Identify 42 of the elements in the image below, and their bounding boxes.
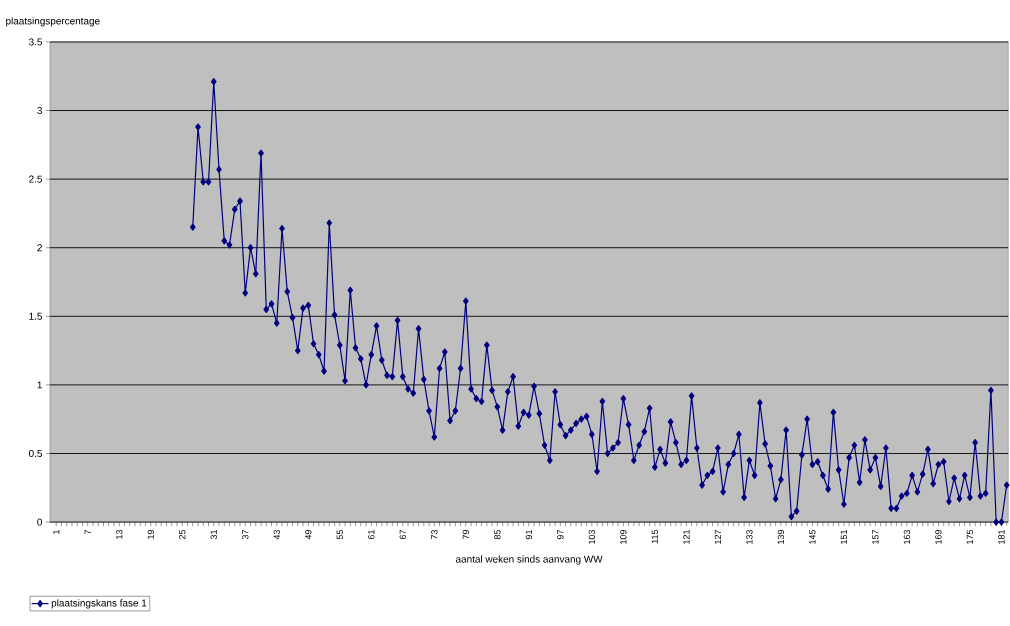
y-tick-label: 0.5	[28, 450, 42, 458]
y-tick-label: 3.5	[28, 38, 42, 46]
x-tick-label: 7	[84, 530, 91, 535]
x-tick-label: 19	[147, 530, 154, 539]
x-tick-label: 169	[935, 530, 942, 544]
x-tick-label: 121	[683, 530, 690, 544]
x-tick-label: 67	[399, 530, 406, 540]
x-tick-label: 61	[368, 530, 375, 540]
x-tick-label: 79	[462, 530, 469, 540]
x-tick-label: 91	[525, 530, 533, 540]
legend-label: plaatsingskans fase 1	[51, 599, 147, 609]
x-tick-label: 139	[777, 530, 785, 544]
y-tick-label: 3	[37, 107, 42, 115]
y-tick-label: 1	[37, 381, 42, 389]
x-tick-label: 181	[998, 530, 1005, 544]
x-tick-label: 97	[557, 530, 564, 540]
x-tick-label: 157	[872, 530, 879, 544]
x-tick-label: 85	[494, 530, 501, 540]
x-tick-label: 13	[116, 530, 123, 539]
x-tick-label: 145	[809, 530, 816, 544]
x-tick-label: 151	[840, 530, 848, 544]
x-tick-label: 25	[179, 530, 186, 540]
x-tick-label: 1	[53, 530, 60, 534]
x-tick-label: 31	[210, 530, 217, 540]
y-axis-title: plaatsingspercentage	[6, 17, 100, 27]
y-tick-label: 0	[37, 518, 43, 526]
x-tick-label: 55	[336, 530, 343, 540]
y-tick-label: 2	[37, 244, 42, 252]
x-tick-label: 133	[746, 530, 753, 544]
x-axis-title: aantal weken sinds aanvang WW	[455, 555, 603, 565]
x-tick-label: 43	[273, 530, 280, 540]
y-tick-label: 1.5	[29, 312, 42, 320]
x-tick-label: 37	[242, 530, 249, 540]
x-tick-label: 163	[903, 530, 911, 544]
x-tick-label: 103	[588, 530, 596, 544]
x-tick-label: 49	[305, 530, 312, 540]
x-tick-label: 73	[431, 530, 438, 540]
x-tick-label: 175	[966, 530, 974, 544]
x-tick-label: 109	[620, 530, 627, 544]
x-tick-label: 115	[651, 530, 658, 544]
x-tick-label: 127	[714, 530, 721, 544]
y-tick-label: 2.5	[29, 175, 42, 183]
